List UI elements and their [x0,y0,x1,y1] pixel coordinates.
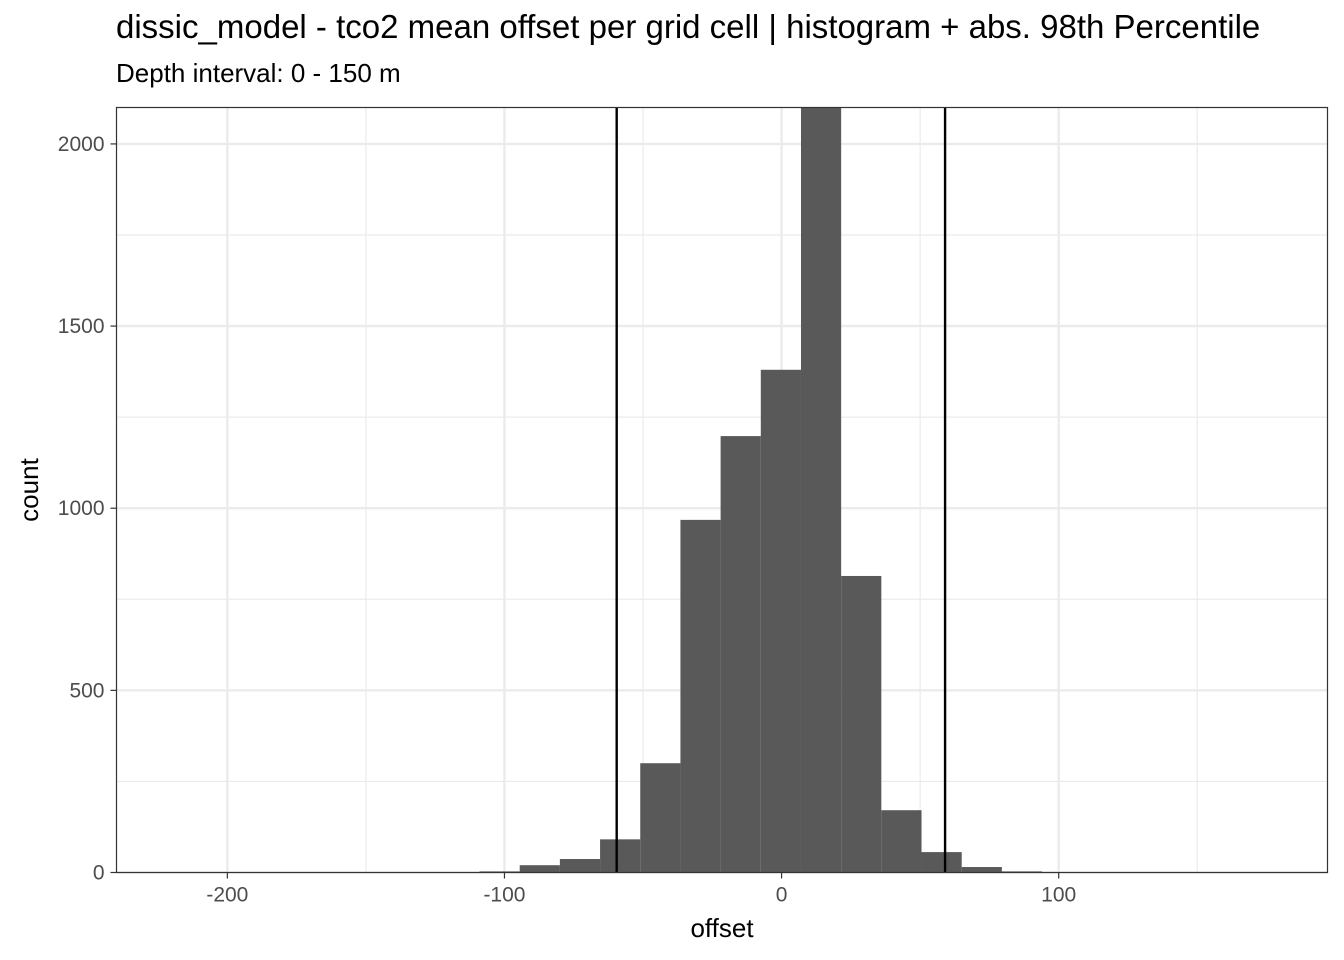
histogram-bar [841,575,882,873]
histogram-bar [961,867,1002,873]
histogram-bar [921,852,962,873]
y-axis-title: count [14,457,44,521]
histogram-bar [720,436,761,873]
x-axis-title: offset [690,913,754,943]
histogram-bar [600,839,641,873]
y-tick-label: 2000 [58,133,105,156]
chart-subtitle: Depth interval: 0 - 150 m [116,58,401,88]
histogram-bars [479,107,1043,873]
y-tick-label: 0 [93,862,105,885]
chart-title: dissic_model - tco2 mean offset per grid… [116,8,1261,45]
histogram-bar [559,859,601,873]
histogram-bar [640,763,681,873]
y-tick-label: 1500 [58,315,105,338]
y-tick-label: 500 [69,679,104,702]
histogram-bar [760,369,801,873]
x-tick-label: 100 [1041,884,1076,907]
histogram-bar [800,107,842,873]
x-tick-label: -200 [206,884,248,907]
y-tick-label: 1000 [58,497,105,520]
x-tick-label: -100 [483,884,525,907]
x-tick-label: 0 [776,884,788,907]
histogram-bar [680,519,721,873]
histogram-bar [519,865,560,873]
panel-border [115,106,1329,874]
histogram-bar [881,810,922,873]
percentile-lines [615,107,947,873]
